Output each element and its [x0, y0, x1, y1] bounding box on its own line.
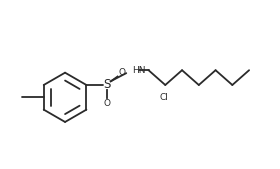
Text: HN: HN — [132, 66, 145, 75]
Text: Cl: Cl — [160, 93, 169, 102]
Text: S: S — [103, 78, 111, 91]
Text: O: O — [118, 68, 125, 77]
Text: O: O — [104, 99, 111, 108]
